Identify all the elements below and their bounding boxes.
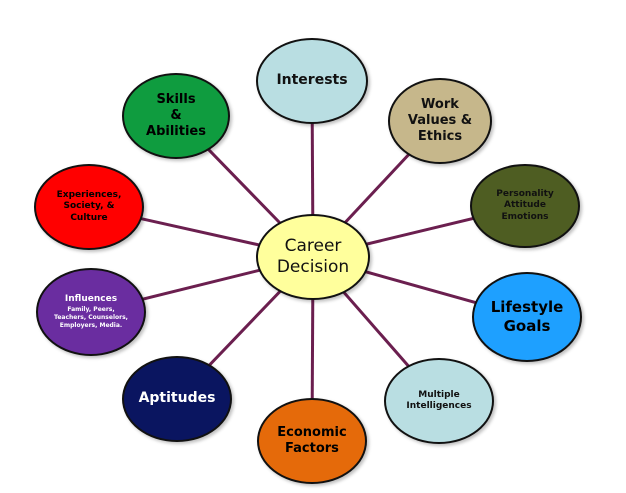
node-lifestyle-goals-label: Lifestyle Goals xyxy=(490,298,564,335)
node-aptitudes-label: Aptitudes xyxy=(138,390,216,407)
node-work-values-ethics-label: Work Values & Ethics xyxy=(407,96,473,145)
node-economic-factors-label: Economic Factors xyxy=(277,424,347,456)
node-experiences-label: Experiences, Society, & Culture xyxy=(56,190,122,223)
node-multiple-intelligences: Multiple Intelligences xyxy=(384,358,494,444)
node-influences-label: Influences xyxy=(64,293,118,304)
node-experiences-society-culture: Experiences, Society, & Culture xyxy=(34,164,144,250)
node-economic-factors: Economic Factors xyxy=(257,398,367,484)
node-lifestyle-goals: Lifestyle Goals xyxy=(472,272,582,362)
node-interests: Interests xyxy=(256,38,368,124)
node-personality-attitude-emotions: Personality Attitude Emotions xyxy=(470,164,580,248)
node-aptitudes: Aptitudes xyxy=(122,356,232,442)
node-multiple-intelligences-label: Multiple Intelligences xyxy=(406,389,472,411)
node-skills-abilities: Skills & Abilities xyxy=(122,73,230,159)
node-skills-abilities-label: Skills & Abilities xyxy=(146,91,206,140)
node-work-values-ethics: Work Values & Ethics xyxy=(388,78,492,164)
node-influences: Influences Family, Peers, Teachers, Coun… xyxy=(36,268,146,356)
center-node-career-decision: Career Decision xyxy=(256,214,370,300)
center-node-label: Career Decision xyxy=(276,235,350,277)
node-influences-sublabel: Family, Peers, Teachers, Counselors, Emp… xyxy=(54,305,128,330)
node-personality-label: Personality Attitude Emotions xyxy=(496,189,554,222)
node-interests-label: Interests xyxy=(276,72,348,89)
